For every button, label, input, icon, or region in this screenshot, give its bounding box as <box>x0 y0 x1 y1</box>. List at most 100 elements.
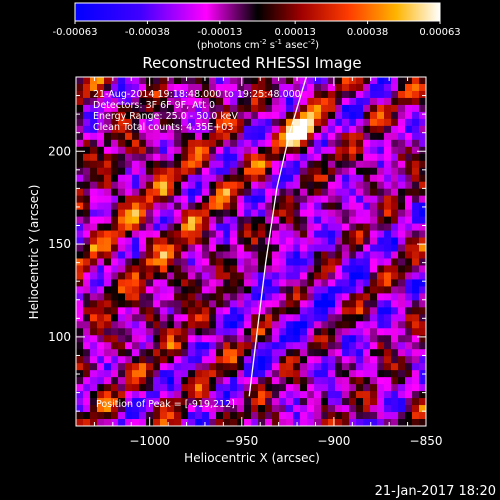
heatmap-cell <box>118 167 126 176</box>
heatmap-cell <box>342 111 350 120</box>
heatmap-cell <box>384 230 392 238</box>
heatmap-cell <box>237 160 245 169</box>
heatmap-cell <box>167 363 175 371</box>
heatmap-cell <box>384 132 392 141</box>
heatmap-cell <box>153 111 161 120</box>
heatmap-cell <box>223 153 231 162</box>
heatmap-cell <box>335 328 343 336</box>
heatmap-cell <box>104 216 112 224</box>
heatmap-cell <box>104 419 112 426</box>
heatmap-cell <box>314 265 322 273</box>
heatmap-cell <box>335 279 343 287</box>
heatmap-cell <box>111 272 119 280</box>
heatmap-cell <box>195 202 203 211</box>
heatmap-cell <box>335 251 343 259</box>
heatmap-cell <box>146 412 154 420</box>
heatmap-cell <box>307 293 315 301</box>
heatmap-cell <box>419 209 426 217</box>
heatmap-cell <box>412 419 420 426</box>
heatmap-cell <box>272 153 280 162</box>
heatmap-cell <box>391 258 399 266</box>
heatmap-cell <box>272 202 280 211</box>
heatmap-cell <box>111 118 119 127</box>
heatmap-cell <box>174 181 182 190</box>
heatmap-cell <box>251 195 259 204</box>
heatmap-cell <box>132 321 140 329</box>
heatmap-cell <box>83 370 91 378</box>
heatmap-cell <box>90 279 98 287</box>
heatmap-cell <box>230 104 238 113</box>
heatmap-cell <box>202 139 210 148</box>
heatmap-cell <box>160 300 168 308</box>
heatmap-cell <box>279 188 287 197</box>
heatmap-cell <box>174 174 182 183</box>
heatmap-cell <box>412 160 420 169</box>
heatmap-cell <box>258 139 266 148</box>
heatmap-cell <box>160 153 168 162</box>
heatmap-cell <box>188 146 196 155</box>
generation-timestamp: 21-Jan-2017 18:20 <box>375 484 496 499</box>
heatmap-cell <box>97 83 105 92</box>
heatmap-cell <box>97 307 105 315</box>
heatmap-cell <box>104 286 112 294</box>
heatmap-cell <box>391 83 399 92</box>
heatmap-cell <box>335 90 343 99</box>
heatmap-cell <box>76 118 84 127</box>
heatmap-cell <box>181 111 189 120</box>
heatmap-cell <box>328 216 336 224</box>
heatmap-cell <box>328 272 336 280</box>
heatmap-cell <box>300 398 308 406</box>
heatmap-cell <box>412 251 420 259</box>
heatmap-cell <box>405 328 413 336</box>
heatmap-cell <box>97 237 105 245</box>
heatmap-cell <box>335 209 343 217</box>
heatmap-cell <box>307 272 315 280</box>
heatmap-cell <box>118 272 126 280</box>
heatmap-cell <box>181 160 189 169</box>
heatmap-cell <box>342 391 350 399</box>
heatmap-cell <box>384 160 392 169</box>
heatmap-cell <box>132 384 140 392</box>
heatmap-cell <box>370 307 378 315</box>
heatmap-cell <box>146 237 154 245</box>
heatmap-cell <box>195 377 203 385</box>
heatmap-cell <box>321 146 329 155</box>
heatmap-cell <box>286 146 294 155</box>
heatmap-cell <box>90 251 98 259</box>
heatmap-cell <box>293 321 301 329</box>
heatmap-cell <box>90 139 98 148</box>
heatmap-cell <box>384 321 392 329</box>
heatmap-cell <box>209 223 217 231</box>
heatmap-cell <box>265 104 273 113</box>
heatmap-cell <box>188 321 196 329</box>
heatmap-cell <box>405 405 413 413</box>
heatmap-cell <box>370 293 378 301</box>
heatmap-cell <box>118 209 126 217</box>
heatmap-cell <box>111 370 119 378</box>
heatmap-cell <box>384 335 392 343</box>
heatmap-cell <box>244 384 252 392</box>
heatmap-cell <box>230 405 238 413</box>
heatmap-cell <box>321 118 329 127</box>
heatmap-cell <box>328 342 336 350</box>
heatmap-cell <box>391 419 399 426</box>
heatmap-cell <box>279 293 287 301</box>
heatmap-cell <box>111 167 119 176</box>
heatmap-cell <box>391 412 399 420</box>
heatmap-cell <box>307 97 315 106</box>
heatmap-cell <box>230 90 238 99</box>
heatmap-cell <box>412 265 420 273</box>
heatmap-cell <box>230 251 238 259</box>
heatmap-cell <box>111 356 119 364</box>
heatmap-cell <box>384 419 392 426</box>
heatmap-cell <box>132 314 140 322</box>
heatmap-cell <box>321 279 329 287</box>
heatmap-cell <box>405 209 413 217</box>
heatmap-cell <box>237 300 245 308</box>
heatmap-cell <box>342 258 350 266</box>
heatmap-cell <box>132 279 140 287</box>
heatmap-cell <box>111 77 119 85</box>
heatmap-cell <box>349 377 357 385</box>
heatmap-cell <box>349 244 357 252</box>
heatmap-cell <box>328 314 336 322</box>
